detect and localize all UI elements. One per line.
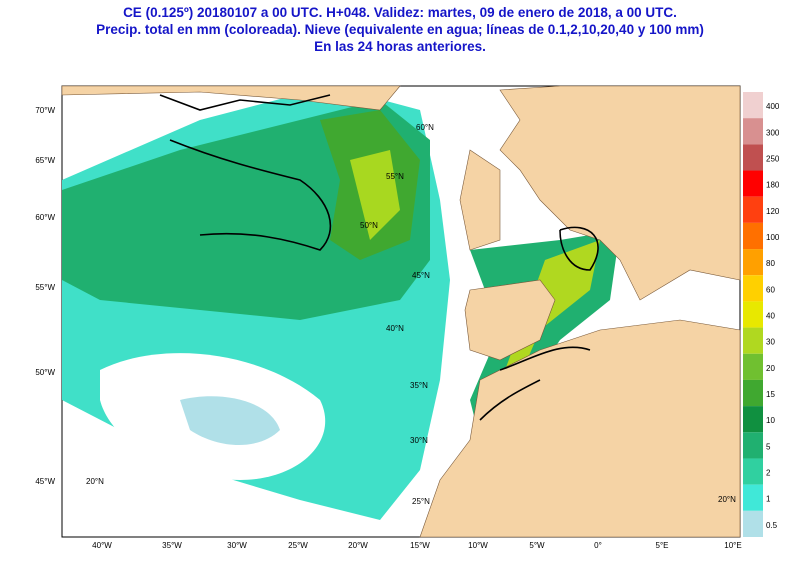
lon-label: 0° [594,541,602,550]
colorbar-swatch [743,275,763,302]
colorbar-swatch [743,379,763,407]
colorbar-label: 60 [766,285,775,294]
grid-label: 35°N [410,381,428,390]
grid-label: 20°N [718,495,736,504]
colorbar-swatch [743,196,763,223]
precip-area [180,396,280,445]
lat-label: 70°W [35,106,55,115]
colorbar-swatch [743,301,763,328]
colorbar-swatch [743,484,763,511]
grid-label: 60°N [416,123,434,132]
colorbar-label: 10 [766,416,775,425]
colorbar-label: 30 [766,338,775,347]
lat-label: 55°W [35,283,55,292]
lon-label: 5°E [656,541,669,550]
title-line: En las 24 horas anteriores. [314,39,486,54]
title-line: CE (0.125º) 20180107 a 00 UTC. H+048. Va… [123,5,677,20]
colorbar-label: 180 [766,181,780,190]
colorbar-swatch [743,144,763,171]
grid-label: 40°N [386,324,404,333]
grid-label: 20°N [86,477,104,486]
colorbar-label: 250 [766,154,780,163]
colorbar-swatch [743,249,763,276]
british-isles [459,149,501,251]
precip-area [350,150,400,240]
colorbar-label: 400 [766,102,780,111]
lon-label: 40°W [92,541,112,550]
lon-label: 35°W [162,541,182,550]
snow-contour [159,94,331,111]
colorbar-label: 1 [766,495,771,504]
colorbar-swatch [743,353,763,380]
colorbar-swatch [743,118,763,145]
colorbar-label: 15 [766,390,775,399]
axis-labels: 70°W 65°W 60°W 55°W 50°W 45°W 40°W 35°W 30°W 25°W… [35,106,741,550]
colorbar-label: 5 [766,442,771,451]
lon-label: 10°E [724,541,741,550]
colorbar-label: 20 [766,364,775,373]
lon-label: 5°W [529,541,545,550]
lon-label: 15°W [410,541,430,550]
greenland [61,85,401,111]
colorbar-swatch [743,92,763,119]
lon-label: 25°W [288,541,308,550]
colorbar-label: 300 [766,128,780,137]
colorbar-swatch [743,222,763,250]
grid-label: 55°N [386,172,404,181]
colorbar-swatch [743,327,763,354]
lon-label: 20°W [348,541,368,550]
grid-label: 50°N [360,221,378,230]
title-line: Precip. total en mm (coloreada). Nieve (… [96,22,704,37]
colorbar-swatch [743,170,763,197]
grid-label: 25°N [412,497,430,506]
colorbar-swatch [743,458,763,485]
lon-label: 10°W [468,541,488,550]
lat-label: 65°W [35,156,55,165]
snow-lines [159,94,599,421]
snow-contour [479,346,591,421]
snow-contour [559,226,599,271]
colorbar-label: 40 [766,312,775,321]
africa [419,319,741,538]
colorbar-swatch [743,406,763,433]
colorbar-label: 120 [766,207,780,216]
colorbar-swatch [743,432,763,459]
colorbar: 400 300 250 180 120 100 80 60 40 30 20 15 10 5 2 1 0.5 [743,92,780,537]
colorbar-swatch [743,510,763,537]
lat-label: 45°W [35,477,55,486]
colorbar-label: 0.5 [766,521,778,530]
europe [499,85,741,301]
colorbar-label: 100 [766,233,780,242]
colorbar-label: 80 [766,259,775,268]
lon-label: 30°W [227,541,247,550]
lat-label: 60°W [35,213,55,222]
colorbar-label: 2 [766,469,771,478]
grid-label: 30°N [410,436,428,445]
iberia [464,279,556,361]
grid-label: 45°N [412,271,430,280]
precip-areas [62,86,620,520]
lat-label: 50°W [35,368,55,377]
snow-contour [169,139,332,251]
land [61,85,741,538]
